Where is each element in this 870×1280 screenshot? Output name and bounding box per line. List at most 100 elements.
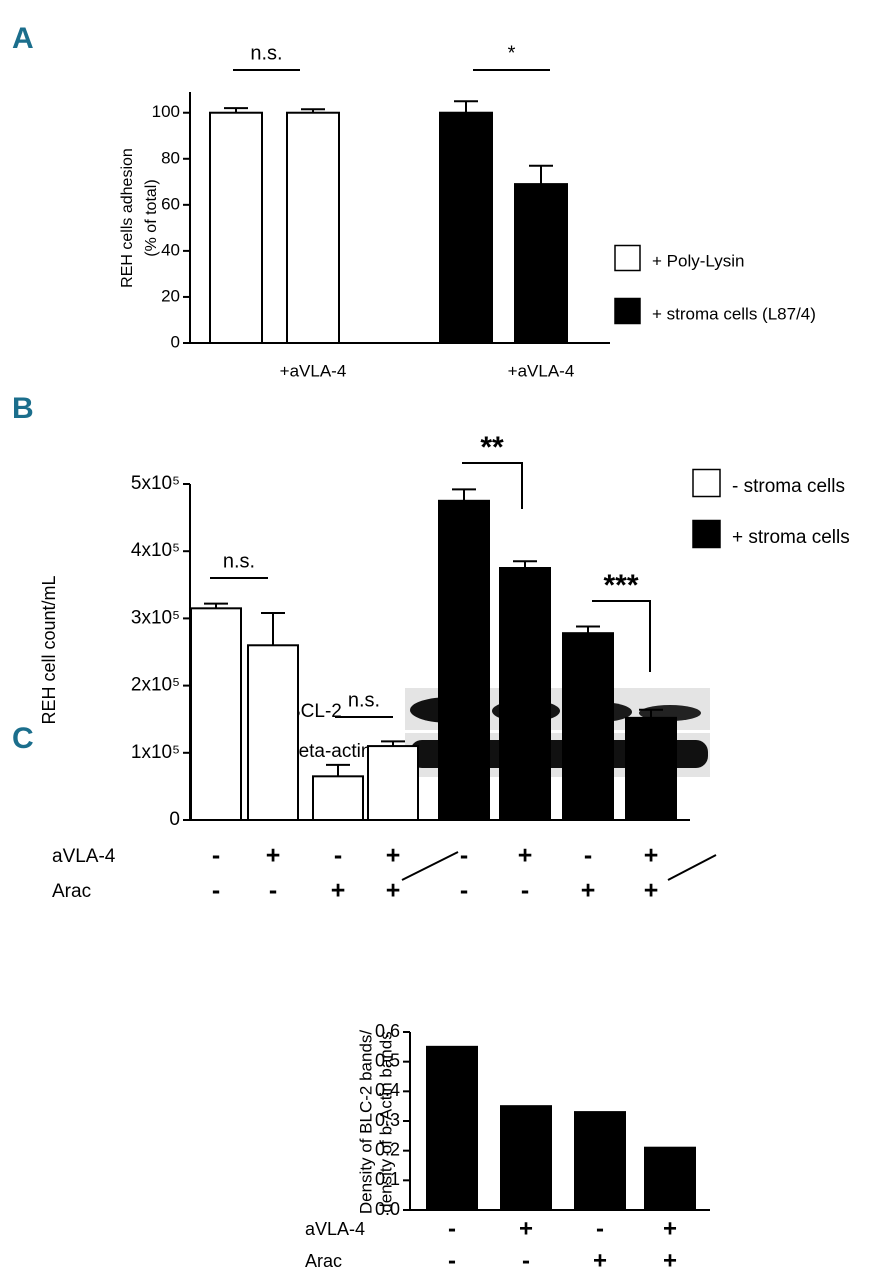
bar [562, 632, 614, 822]
bar [286, 111, 340, 344]
significance-label: ** [480, 431, 504, 464]
x-tick-label: +aVLA-4 [508, 361, 575, 380]
condition-value: - [522, 1247, 530, 1274]
panel-letter: A [12, 22, 34, 55]
y-tick-label: 0.3 [375, 1110, 400, 1130]
y-axis-label: REH cell count/mL [39, 575, 59, 724]
significance-label: n.s. [348, 689, 380, 711]
condition-value: - [521, 877, 529, 905]
condition-value: + [518, 842, 533, 870]
x-tick-label: +aVLA-4 [280, 361, 347, 380]
condition-value: - [212, 877, 220, 905]
y-tick-label: 4x10⁵ [131, 540, 180, 561]
condition-value: + [581, 877, 596, 905]
error-bar [452, 488, 476, 501]
condition-value: + [644, 842, 659, 870]
significance-bracket [592, 600, 651, 672]
blot-label: beta-actin [288, 741, 371, 762]
significance-label: n.s. [250, 42, 282, 64]
panel-letter: C [12, 722, 34, 755]
y-axis-label: (% of total) [143, 179, 160, 256]
condition-value: - [269, 877, 277, 905]
legend-label: + stroma cells [732, 527, 850, 548]
y-tick-label: 5x10⁵ [131, 473, 180, 494]
bar [312, 775, 364, 822]
error-bar [261, 612, 285, 646]
significance-label: *** [603, 569, 638, 602]
significance-bracket [462, 462, 523, 509]
condition-value: - [460, 877, 468, 905]
y-tick-label: 0.6 [375, 1021, 400, 1041]
legend-label: + stroma cells (L87/4) [652, 304, 816, 323]
error-bar [513, 560, 537, 568]
error-bar [326, 763, 350, 777]
bar [426, 1045, 478, 1212]
condition-label: Arac [305, 1251, 342, 1271]
panel-letter: B [12, 392, 34, 425]
condition-value: - [334, 842, 342, 870]
condition-label: Arac [52, 881, 91, 902]
condition-value: + [663, 1247, 677, 1274]
y-tick-label: 60 [161, 194, 180, 213]
condition-value: + [663, 1215, 677, 1242]
condition-value: - [584, 842, 592, 870]
bar [499, 567, 551, 821]
bar [514, 183, 568, 344]
condition-value: - [596, 1215, 604, 1242]
y-tick-label: 0.4 [375, 1080, 400, 1100]
condition-value: + [593, 1247, 607, 1274]
condition-value: - [448, 1215, 456, 1242]
condition-value: + [266, 842, 281, 870]
condition-value: - [212, 842, 220, 870]
y-tick-label: 2x10⁵ [131, 675, 180, 696]
bar [625, 716, 677, 822]
bar [644, 1146, 696, 1211]
bar [574, 1111, 626, 1211]
y-tick-label: 0.5 [375, 1050, 400, 1070]
y-tick-label: 0.1 [375, 1169, 400, 1189]
bar [209, 111, 263, 344]
y-tick-label: 0.0 [375, 1199, 400, 1219]
significance-label: * [508, 42, 516, 64]
error-bar [529, 164, 553, 185]
bar [439, 111, 493, 344]
blot-label: BCL-2 [288, 701, 342, 722]
y-tick-label: 0 [169, 809, 180, 830]
legend-swatch [614, 244, 641, 272]
legend-label: - stroma cells [732, 476, 845, 497]
y-tick-label: 40 [161, 240, 180, 259]
error-bar [576, 625, 600, 634]
y-tick-label: 0 [171, 332, 180, 351]
y-axis-label: REH cells adhesion [119, 148, 136, 288]
connector [401, 851, 459, 881]
y-tick-label: 20 [161, 286, 180, 305]
bar [247, 644, 299, 822]
y-tick-label: 100 [152, 102, 180, 121]
condition-value: - [448, 1247, 456, 1274]
legend-swatch [692, 519, 721, 549]
bar [500, 1105, 552, 1211]
error-bar [454, 100, 478, 113]
y-tick-label: 3x10⁵ [131, 607, 180, 628]
y-tick-label: 80 [161, 148, 180, 167]
y-axis-label: density of b-Actin bands [376, 1031, 395, 1212]
legend-swatch [692, 468, 721, 498]
condition-value: + [644, 877, 659, 905]
condition-label: aVLA-4 [305, 1219, 365, 1239]
bar [438, 499, 490, 821]
legend-swatch [614, 297, 641, 325]
y-axis-label: Density of BLC-2 bands/ [356, 1030, 375, 1215]
condition-value: + [386, 877, 401, 905]
legend-label: + Poly-Lysin [652, 251, 744, 270]
y-tick-label: 1x10⁵ [131, 742, 180, 763]
condition-value: + [331, 877, 346, 905]
condition-value: - [460, 842, 468, 870]
error-bar [639, 708, 663, 718]
bar [190, 607, 242, 821]
condition-label: aVLA-4 [52, 846, 116, 867]
bar [367, 745, 419, 822]
condition-value: + [519, 1215, 533, 1242]
condition-value: + [386, 842, 401, 870]
y-tick-label: 0.2 [375, 1139, 400, 1159]
